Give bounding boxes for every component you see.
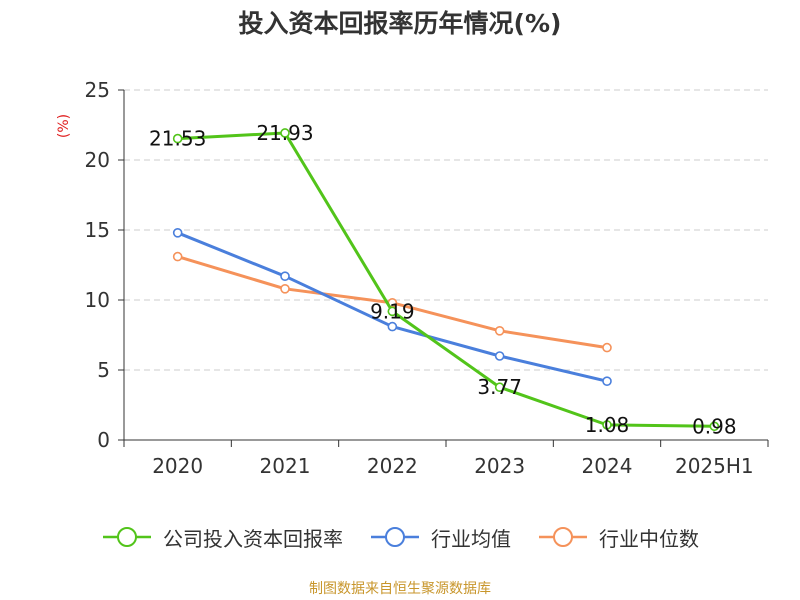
series-line xyxy=(177,131,715,428)
series-0 xyxy=(172,128,720,432)
data-label: 1.08 xyxy=(585,413,630,437)
data-label: 9.19 xyxy=(370,299,415,323)
y-tick-label: 25 xyxy=(85,78,110,102)
y-tick-label: 15 xyxy=(85,218,110,242)
x-tick-label: 2023 xyxy=(474,454,525,478)
legend: 公司投入资本回报率 行业均值 行业中位数 xyxy=(0,520,800,554)
x-tick-label: 2024 xyxy=(582,454,633,478)
y-tick-label: 20 xyxy=(85,148,110,172)
legend-marker xyxy=(539,527,587,547)
legend-item-1[interactable]: 行业均值 xyxy=(369,523,511,552)
data-point xyxy=(172,228,183,238)
data-label: 21.53 xyxy=(149,127,206,151)
chart-title: 投入资本回报率历年情况(%) xyxy=(238,9,562,38)
y-tick-label: 0 xyxy=(97,428,110,452)
y-axis-label: (%) xyxy=(56,114,72,138)
data-point xyxy=(172,133,183,144)
legend-label: 公司投入资本回报率 xyxy=(163,526,343,551)
legend-marker xyxy=(103,527,151,547)
data-point xyxy=(387,321,398,332)
axes: 0 5 10 15 20 25 2020 2021 2022 2023 2024 2025H1 xyxy=(85,78,769,478)
data-point xyxy=(602,420,612,430)
legend-item-0[interactable]: 公司投入资本回报率 xyxy=(101,523,343,552)
legend-item-2[interactable]: 行业中位数 xyxy=(537,523,699,552)
data-point xyxy=(494,351,505,361)
legend-label: 行业中位数 xyxy=(599,526,699,551)
source-note: 制图数据来自恒生聚源数据库 xyxy=(309,581,491,597)
grid-lines xyxy=(124,89,768,371)
legend-marker xyxy=(371,527,419,547)
data-point xyxy=(709,421,720,432)
data-point xyxy=(280,128,290,138)
series-1 xyxy=(172,228,612,387)
x-tick-label: 2020 xyxy=(152,454,203,478)
x-tick-label: 2021 xyxy=(260,454,311,478)
data-point xyxy=(494,325,505,336)
y-tick-label: 5 xyxy=(97,358,110,382)
data-point xyxy=(172,251,183,262)
data-point xyxy=(387,306,398,317)
data-point xyxy=(280,283,290,294)
data-label: 0.98 xyxy=(692,414,737,438)
data-point xyxy=(602,376,612,387)
data-label: 3.77 xyxy=(477,375,522,399)
x-tick-label: 2025H1 xyxy=(675,454,754,478)
data-labels: 21.53 21.93 9.19 3.77 1.08 0.98 xyxy=(149,121,737,438)
data-point xyxy=(280,271,290,282)
data-label: 21.93 xyxy=(256,121,313,145)
y-tick-label: 10 xyxy=(85,288,110,312)
legend-label: 行业均值 xyxy=(431,526,511,551)
series-2 xyxy=(172,251,612,353)
x-tick-label: 2022 xyxy=(367,454,418,478)
data-point xyxy=(602,342,612,353)
data-point xyxy=(494,382,505,393)
series-layer xyxy=(172,128,720,432)
